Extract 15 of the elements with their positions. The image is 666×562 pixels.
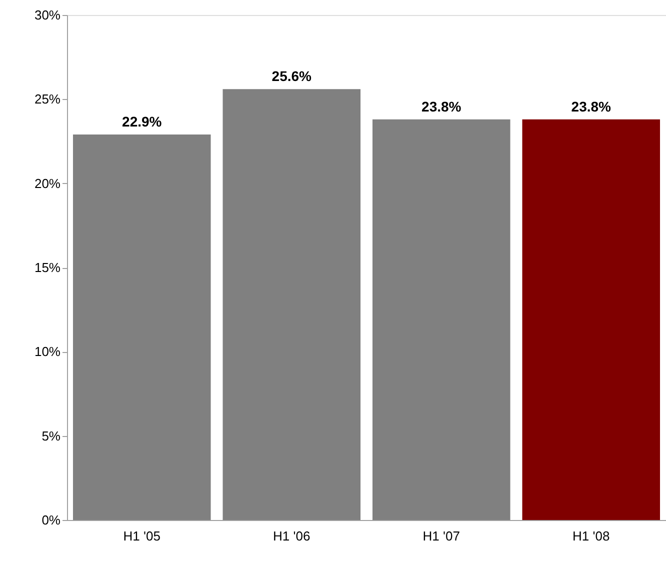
y-tick-label: 0% (42, 512, 61, 528)
y-tick-label: 10% (34, 344, 61, 360)
data-label: 25.6% (272, 68, 312, 84)
y-tick-label: 30% (34, 8, 61, 22)
x-tick-label: H1 '06 (273, 528, 310, 544)
x-tick-label: H1 '07 (422, 528, 460, 544)
data-label: 23.8% (422, 98, 462, 114)
x-tick-label: H1 '05 (123, 528, 160, 544)
x-tick-label: H1 '08 (572, 528, 610, 544)
y-tick-label: 25% (34, 92, 61, 107)
data-label: 23.8% (571, 98, 612, 114)
y-tick-label: 20% (34, 176, 61, 191)
y-tick-label: 5% (42, 428, 61, 444)
data-label: 22.9% (122, 114, 162, 130)
y-tick-label: 15% (34, 260, 61, 275)
